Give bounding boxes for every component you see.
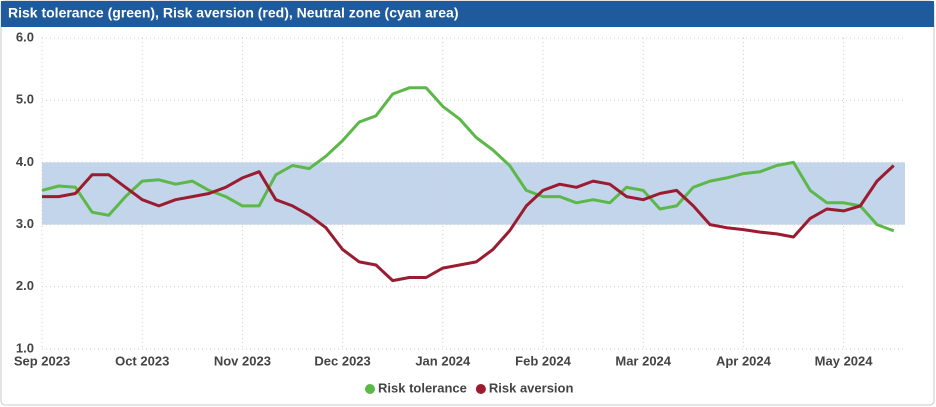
y-tick-label: 6.0 — [16, 29, 34, 44]
legend-label: Risk aversion — [489, 380, 574, 395]
y-tick-label: 3.0 — [16, 216, 34, 231]
legend-marker — [475, 384, 486, 394]
y-tick-label: 4.0 — [16, 154, 34, 169]
y-tick-label: 5.0 — [16, 92, 34, 107]
x-tick-label: Feb 2024 — [515, 353, 571, 368]
x-tick-label: Jan 2024 — [415, 353, 471, 368]
y-tick-label: 1.0 — [16, 340, 34, 355]
x-tick-label: Sep 2023 — [14, 353, 70, 368]
series-line — [42, 164, 895, 283]
x-tick-label: Dec 2023 — [314, 353, 370, 368]
neutral-band — [42, 162, 905, 225]
x-tick-label: Apr 2024 — [716, 353, 772, 368]
legend-label: Risk tolerance — [378, 380, 467, 395]
x-tick-label: Mar 2024 — [615, 353, 671, 368]
x-tick-label: Oct 2023 — [115, 353, 169, 368]
y-tick-label: 2.0 — [16, 278, 34, 293]
chart-title: Risk tolerance (green), Risk aversion (r… — [8, 5, 459, 21]
x-tick-label: May 2024 — [815, 353, 874, 368]
series-line — [41, 86, 895, 233]
header-bar — [1, 1, 934, 27]
x-tick-label: Nov 2023 — [214, 353, 271, 368]
legend-marker — [365, 384, 375, 394]
